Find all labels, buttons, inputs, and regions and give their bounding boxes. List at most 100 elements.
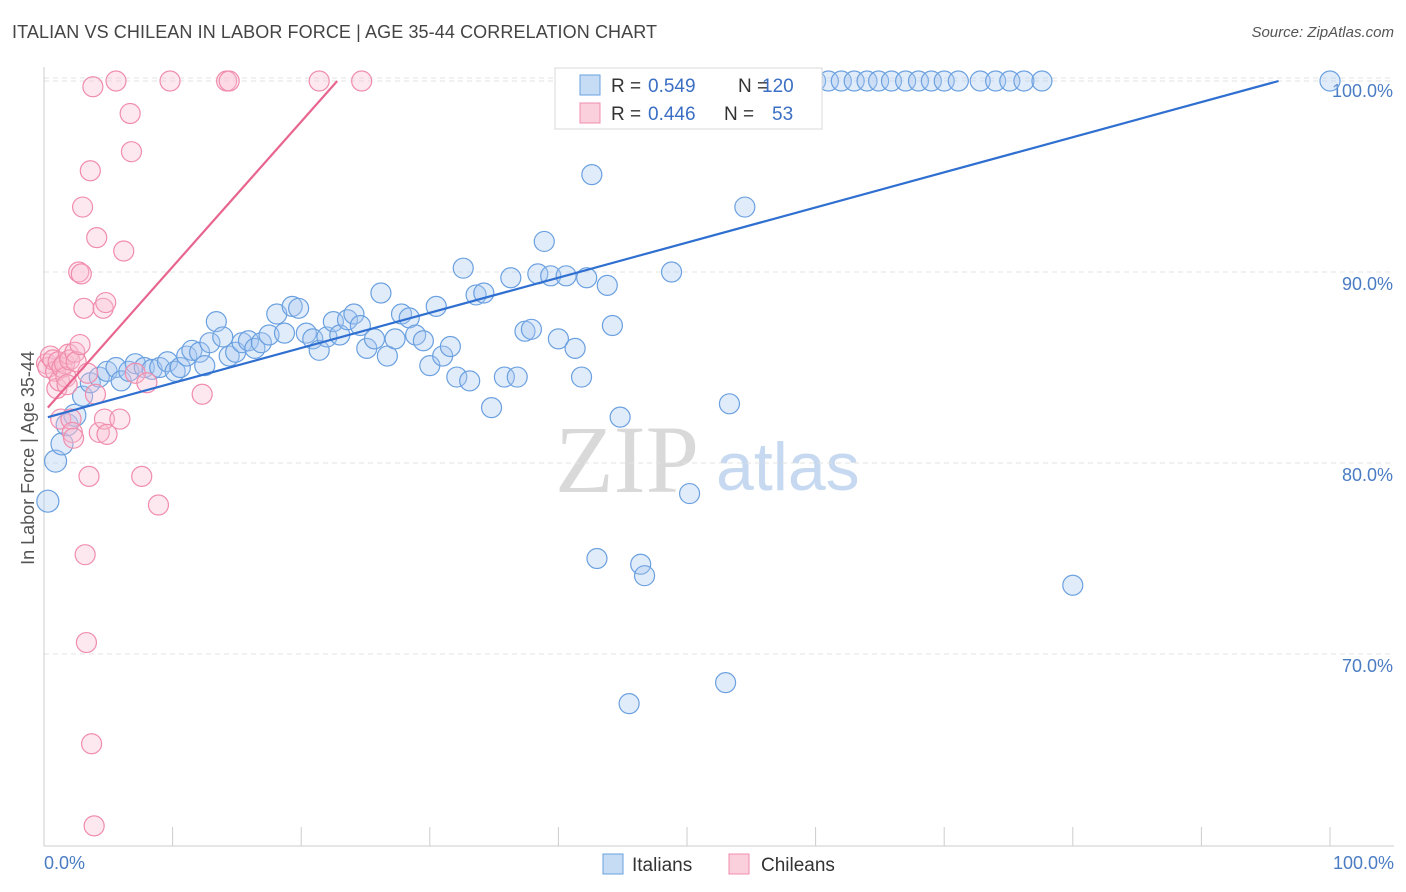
italians-point bbox=[473, 282, 495, 304]
italians-point bbox=[250, 332, 272, 354]
legend-n-italians: 120 bbox=[762, 76, 794, 97]
italians-point bbox=[258, 324, 280, 346]
legend-n-chileans: 53 bbox=[772, 104, 793, 125]
legend-r-label-chileans: R = bbox=[611, 104, 641, 125]
italians-point bbox=[660, 261, 683, 283]
italians-point bbox=[570, 366, 593, 388]
italians-point bbox=[384, 328, 406, 350]
bottom-legend-swatch-chileans bbox=[728, 853, 750, 875]
italians-point bbox=[169, 356, 191, 379]
bottom-legend-swatch-italians bbox=[602, 853, 624, 875]
legend-r-chileans: 0.446 bbox=[648, 104, 696, 125]
y-tick-label: 70.0% bbox=[1342, 656, 1393, 676]
chileans-point bbox=[88, 421, 110, 444]
chileans-point bbox=[78, 465, 100, 487]
y-tick-label: 90.0% bbox=[1342, 274, 1393, 294]
italians-point bbox=[343, 303, 365, 325]
italians-point bbox=[576, 267, 598, 289]
italians-point bbox=[630, 553, 652, 575]
chileans-point bbox=[73, 297, 95, 319]
italians-point bbox=[36, 489, 60, 513]
y-axis-label: In Labor Force | Age 35-44 bbox=[18, 351, 38, 565]
italians-point bbox=[547, 328, 570, 350]
italians-point bbox=[843, 70, 865, 92]
italians-point bbox=[907, 70, 930, 92]
italians-point bbox=[618, 693, 640, 715]
italians-point bbox=[412, 330, 434, 352]
italians-point bbox=[439, 335, 461, 358]
italians-point bbox=[480, 397, 503, 419]
chileans-point bbox=[65, 351, 87, 373]
italians-point bbox=[141, 358, 163, 381]
italians-point bbox=[734, 196, 756, 218]
italians-point bbox=[363, 328, 386, 350]
chileans-point bbox=[218, 70, 240, 92]
chileans-point bbox=[119, 102, 141, 125]
legend-swatch-chileans bbox=[579, 102, 601, 124]
italians-trend-line bbox=[47, 79, 1279, 419]
italians-point bbox=[273, 322, 296, 344]
italians-point bbox=[533, 230, 555, 253]
chileans-point bbox=[92, 297, 114, 319]
chileans-point bbox=[191, 383, 213, 405]
italians-point bbox=[506, 366, 528, 388]
chileans-point bbox=[74, 544, 96, 566]
y-tick-label: 80.0% bbox=[1342, 465, 1393, 485]
chileans-point bbox=[62, 427, 85, 449]
trend-layer bbox=[47, 79, 1279, 419]
chileans-point bbox=[77, 362, 99, 384]
bottom-legend-chileans: Chileans bbox=[761, 855, 835, 876]
italians-point bbox=[714, 672, 737, 694]
italians-point bbox=[194, 354, 216, 377]
legend-swatch-italians bbox=[579, 74, 601, 96]
italians-point bbox=[459, 370, 481, 392]
italians-point bbox=[493, 366, 515, 388]
gridlines bbox=[44, 77, 1394, 655]
chart-title: ITALIAN VS CHILEAN IN LABOR FORCE | AGE … bbox=[12, 22, 658, 42]
italians-point bbox=[370, 282, 392, 304]
x-tick-label-min: 0.0% bbox=[44, 853, 85, 873]
chileans-point bbox=[69, 333, 91, 356]
italians-point bbox=[830, 70, 852, 92]
italians-point bbox=[633, 565, 656, 587]
italians-point bbox=[969, 70, 991, 92]
chileans-point bbox=[70, 263, 92, 285]
italians-point bbox=[1013, 70, 1035, 92]
italians-point bbox=[336, 309, 359, 331]
x-tick-label-max: 100.0% bbox=[1333, 853, 1394, 873]
chileans-point bbox=[120, 141, 143, 163]
series-legend: Italians Chileans bbox=[602, 853, 835, 876]
chileans-point bbox=[147, 494, 170, 516]
chileans-point bbox=[109, 408, 131, 430]
italians-point bbox=[895, 70, 917, 92]
italians-point bbox=[520, 318, 542, 340]
chileans-point bbox=[83, 815, 105, 837]
chileans-point bbox=[82, 76, 104, 98]
italians-point bbox=[288, 297, 310, 319]
italians-point bbox=[856, 70, 878, 92]
legend-n-label-chileans: N = bbox=[724, 104, 754, 125]
legend-r-italians: 0.549 bbox=[648, 76, 696, 97]
chileans-point bbox=[79, 160, 101, 182]
bottom-legend-italians: Italians bbox=[632, 855, 692, 876]
italians-point bbox=[1031, 70, 1053, 92]
italians-point bbox=[581, 163, 603, 186]
chileans-point bbox=[308, 70, 330, 92]
chileans-point bbox=[71, 196, 94, 218]
legend-r-label-italians: R = bbox=[611, 76, 641, 97]
italians-point bbox=[947, 70, 969, 92]
y-tick-label: 100.0% bbox=[1332, 81, 1393, 101]
italians-point bbox=[601, 314, 624, 337]
chileans-point bbox=[96, 423, 118, 445]
italians-point bbox=[609, 406, 631, 428]
legend-n-label-italians: N = bbox=[738, 76, 768, 97]
chileans-point bbox=[75, 631, 98, 654]
italians-point bbox=[43, 449, 68, 473]
chileans-point bbox=[105, 70, 127, 92]
chileans-point bbox=[351, 70, 373, 92]
italians-point bbox=[295, 322, 317, 344]
axes: 70.0% 80.0% 90.0% 100.0% bbox=[43, 67, 1394, 847]
chileans-trend-line bbox=[47, 80, 339, 409]
italians-point bbox=[266, 303, 288, 325]
